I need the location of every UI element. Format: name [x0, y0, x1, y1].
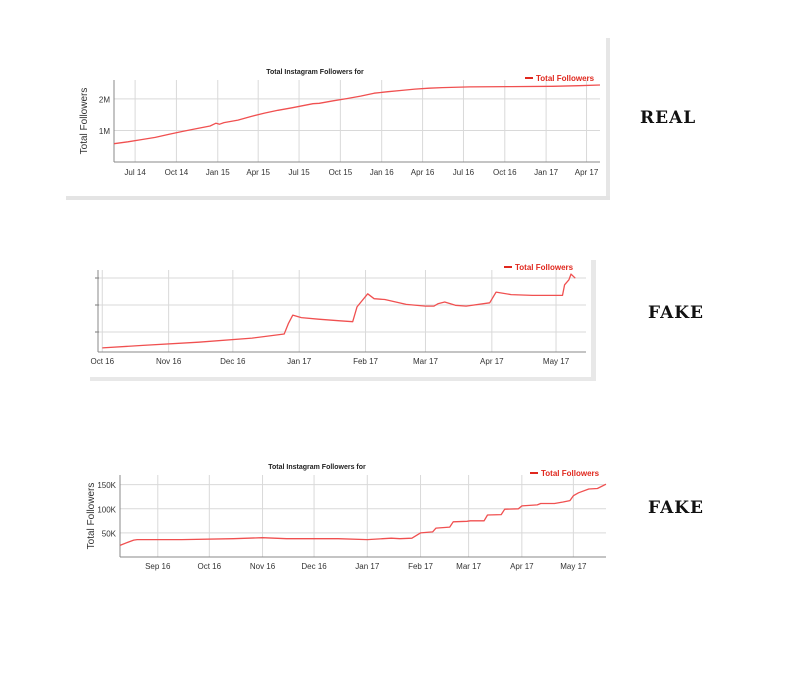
chart-title: Total Instagram Followers for [268, 464, 366, 471]
x-tick-label: Apr 15 [246, 168, 270, 177]
x-tick-label: Sep 16 [145, 562, 171, 571]
x-tick-label: Apr 17 [480, 357, 504, 366]
x-tick-label: May 17 [543, 357, 570, 366]
series-line-total-followers [102, 273, 576, 349]
verdict-label: FAKE [648, 498, 704, 518]
x-tick-label: Jan 17 [355, 562, 380, 571]
y-tick-label: 1M [99, 127, 110, 136]
legend-label: Total Followers [536, 74, 595, 83]
y-axis-label: Total Followers [86, 483, 97, 550]
panel-shadow [66, 196, 610, 200]
x-tick-label: Oct 15 [329, 168, 353, 177]
chart-panel-real: Jul 14 Oct 14 Jan 15 Apr 15 Jul 15 Oct 15 Jan … [66, 38, 610, 200]
legend-label: Total Followers [515, 263, 574, 272]
x-tick-label: Oct 16 [493, 168, 517, 177]
x-tick-label: Oct 16 [90, 357, 114, 366]
chart-panel-fake-1: Oct 16 Nov 16 Dec 16 Jan 17 Feb 17 Mar 17 Apr … [90, 260, 596, 381]
panel-shadow [591, 260, 596, 381]
x-tick-label: Feb 17 [408, 562, 433, 571]
x-tick-label: Apr 16 [411, 168, 435, 177]
x-tick-label: Nov 16 [250, 562, 276, 571]
panel-shadow [90, 377, 596, 381]
verdict-label: REAL [640, 108, 697, 128]
x-tick-label: Jul 14 [124, 168, 146, 177]
x-tick-label: Dec 16 [220, 357, 246, 366]
x-tick-label: Apr 17 [575, 168, 599, 177]
series-line-total-followers [119, 483, 607, 547]
x-tick-label: Jan 15 [206, 168, 231, 177]
x-tick-label: Oct 14 [165, 168, 189, 177]
x-tick-label: Jan 17 [287, 357, 312, 366]
x-tick-label: Jul 16 [453, 168, 475, 177]
chart-real: Jul 14 Oct 14 Jan 15 Apr 15 Jul 15 Oct 15 Jan … [79, 69, 601, 177]
x-tick-label: Dec 16 [301, 562, 327, 571]
chart-fake-2: Sep 16 Oct 16 Nov 16 Dec 16 Jan 17 Feb 17 Mar … [86, 464, 607, 571]
x-tick-label: Jan 17 [534, 168, 559, 177]
y-tick-label: 50K [102, 529, 117, 538]
verdict-label: FAKE [648, 303, 704, 323]
panel-shadow [606, 38, 610, 200]
x-tick-label: Jul 15 [288, 168, 310, 177]
x-tick-label: Mar 17 [413, 357, 438, 366]
y-tick-label: 2M [99, 95, 110, 104]
series-line-total-followers [113, 84, 601, 145]
y-axis-label: Total Followers [79, 88, 90, 155]
y-tick-label: 100K [97, 505, 116, 514]
x-tick-label: Nov 16 [156, 357, 182, 366]
y-tick-label: 150K [97, 481, 116, 490]
chart-title: Total Instagram Followers for [266, 69, 364, 76]
chart-fake-1: Oct 16 Nov 16 Dec 16 Jan 17 Feb 17 Mar 17 Apr … [90, 263, 586, 366]
x-tick-label: May 17 [560, 562, 587, 571]
x-tick-label: Mar 17 [456, 562, 481, 571]
legend-label: Total Followers [541, 469, 600, 478]
chart-panel-fake-2: Sep 16 Oct 16 Nov 16 Dec 16 Jan 17 Feb 17 Mar … [84, 455, 614, 575]
x-tick-label: Apr 17 [510, 562, 534, 571]
x-tick-label: Jan 16 [370, 168, 395, 177]
x-tick-label: Feb 17 [353, 357, 378, 366]
x-tick-label: Oct 16 [198, 562, 222, 571]
